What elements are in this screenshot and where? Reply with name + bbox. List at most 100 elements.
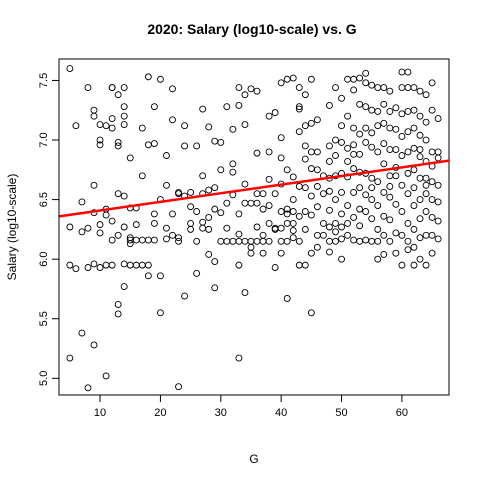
data-point-53 [126, 261, 134, 269]
data-point-330 [404, 84, 412, 92]
data-point-300 [380, 212, 388, 220]
data-point-118 [223, 224, 231, 232]
data-point-6 [78, 198, 86, 206]
data-point-315 [392, 172, 400, 180]
data-point-17 [90, 341, 98, 349]
data-point-395 [150, 219, 158, 227]
data-point-242 [344, 112, 352, 120]
x-tick-label-20: 20 [154, 407, 166, 419]
data-point-393 [193, 142, 201, 150]
data-point-372 [428, 178, 436, 186]
data-point-193 [301, 155, 309, 163]
y-axis-label: Salary (log10-scale) [5, 174, 19, 281]
data-point-240 [338, 255, 345, 263]
data-point-222 [326, 237, 333, 245]
data-point-32 [108, 217, 116, 225]
data-point-49 [120, 112, 128, 120]
data-point-144 [253, 199, 261, 207]
data-point-233 [338, 122, 345, 130]
data-point-209 [313, 231, 321, 239]
data-point-375 [428, 231, 436, 239]
data-point-331 [404, 107, 412, 115]
data-point-247 [344, 231, 352, 239]
data-point-274 [362, 208, 370, 215]
data-point-70 [150, 236, 158, 244]
data-point-363 [422, 174, 430, 182]
data-point-229 [332, 228, 339, 236]
data-point-295 [380, 100, 388, 108]
data-point-394 [163, 181, 170, 189]
data-point-147 [259, 205, 267, 213]
data-point-189 [295, 261, 303, 269]
y-axis: 5.0 5.5 6.0 6.5 7.0 7.5 [38, 73, 60, 386]
data-point-283 [368, 237, 376, 245]
data-point-347 [410, 243, 418, 251]
data-point-169 [277, 154, 285, 162]
data-point-200 [307, 148, 315, 156]
data-point-180 [289, 219, 297, 227]
data-point-344 [410, 184, 418, 192]
data-point-353 [416, 174, 424, 182]
data-point-382 [434, 217, 442, 225]
data-point-38 [114, 190, 122, 198]
data-point-208 [313, 203, 321, 211]
data-point-185 [295, 105, 303, 113]
data-point-52 [126, 240, 134, 248]
data-point-279 [368, 143, 376, 151]
data-point-383 [434, 235, 442, 243]
data-point-220 [326, 206, 333, 214]
data-point-381 [434, 198, 442, 206]
data-point-34 [108, 261, 116, 269]
data-point-245 [344, 202, 352, 210]
data-point-351 [416, 131, 424, 139]
data-point-39 [114, 231, 122, 239]
data-point-107 [211, 184, 219, 192]
data-point-314 [392, 146, 400, 154]
data-point-346 [410, 225, 418, 233]
data-point-264 [356, 222, 364, 230]
data-point-182 [289, 227, 297, 235]
data-point-243 [344, 144, 352, 152]
data-point-212 [319, 190, 327, 198]
data-point-62 [144, 141, 152, 149]
data-point-288 [374, 148, 382, 156]
data-point-194 [301, 184, 309, 192]
data-point-252 [350, 150, 358, 158]
data-point-392 [199, 172, 207, 180]
data-point-18 [90, 106, 98, 114]
data-point-115 [223, 103, 231, 111]
data-point-165 [277, 208, 285, 215]
data-point-146 [253, 223, 261, 231]
data-point-143 [253, 149, 261, 157]
data-point-374 [428, 214, 436, 221]
data-point-310 [386, 237, 394, 245]
data-point-311 [386, 183, 394, 190]
data-point-13 [90, 112, 98, 120]
data-point-246 [344, 219, 352, 227]
data-point-102 [205, 186, 213, 194]
data-point-303 [386, 87, 394, 95]
data-point-187 [295, 212, 303, 220]
data-point-116 [223, 199, 231, 207]
data-point-359 [422, 91, 430, 99]
data-point-79 [169, 210, 176, 218]
data-point-206 [313, 116, 321, 124]
data-point-292 [374, 237, 382, 245]
data-point-237 [338, 210, 345, 218]
data-point-221 [326, 223, 333, 231]
data-point-201 [307, 165, 315, 173]
data-point-22 [96, 264, 104, 271]
data-point-151 [259, 190, 267, 198]
data-point-192 [301, 122, 309, 130]
data-point-352 [416, 153, 424, 161]
data-point-16 [90, 260, 98, 268]
data-point-60 [138, 261, 146, 269]
data-point-30 [108, 115, 116, 123]
data-point-12 [84, 384, 92, 392]
data-point-63 [144, 236, 152, 244]
data-point-0 [66, 65, 74, 72]
data-point-298 [380, 160, 388, 168]
data-point-294 [380, 84, 388, 92]
data-point-181 [289, 234, 297, 242]
data-point-77 [163, 235, 170, 243]
